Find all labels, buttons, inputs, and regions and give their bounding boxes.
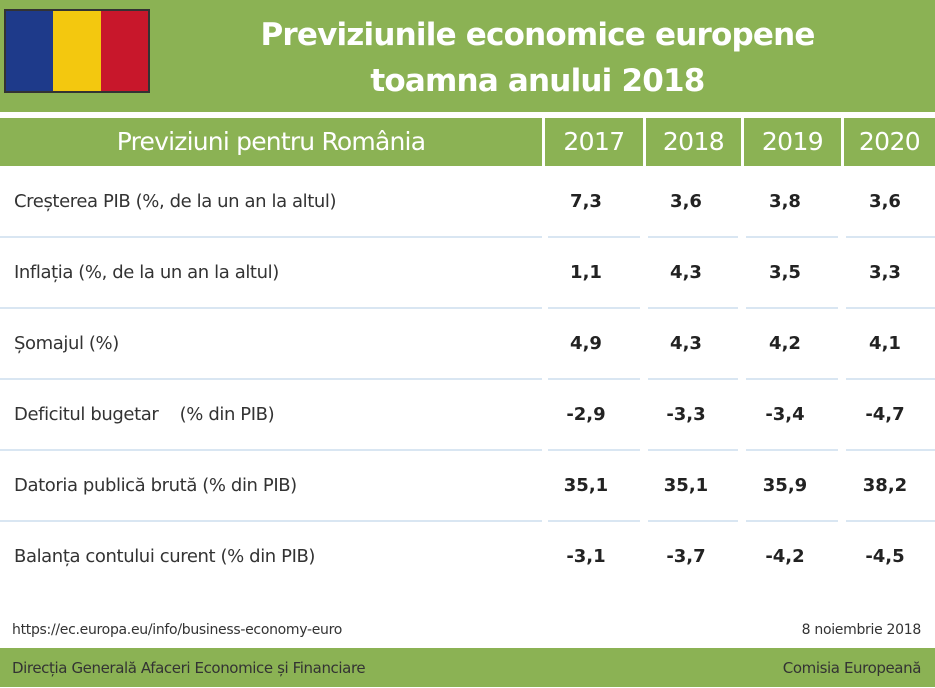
value-2020: -4,7 xyxy=(865,404,905,425)
value-2017: -3,1 xyxy=(566,546,606,567)
value-2019: 4,2 xyxy=(769,333,801,354)
row-divider xyxy=(746,378,838,380)
row-divider xyxy=(548,236,640,238)
value-2019: -4,2 xyxy=(765,546,805,567)
table-row: Șomajul (%) 4,9 4,3 4,2 4,1 xyxy=(0,308,935,380)
value-2018: 4,3 xyxy=(670,333,702,354)
row-divider xyxy=(548,449,640,451)
value-2017: -2,9 xyxy=(566,404,606,425)
value-2020: -4,5 xyxy=(865,546,905,567)
row-divider xyxy=(648,307,738,309)
row-divider xyxy=(648,236,738,238)
publication-date: 8 noiembrie 2018 xyxy=(801,622,922,638)
row-divider xyxy=(648,449,738,451)
year-header-2019: 2019 xyxy=(761,127,824,156)
value-2017: 4,9 xyxy=(570,333,602,354)
row-divider xyxy=(0,520,542,522)
value-2019: 35,9 xyxy=(762,475,808,496)
department-name: Direcția Generală Afaceri Economice și F… xyxy=(12,659,366,677)
value-2020: 38,2 xyxy=(862,475,908,496)
row-label: Deficitul bugetar (% din PIB) xyxy=(14,404,275,425)
row-divider xyxy=(846,236,935,238)
row-divider xyxy=(648,520,738,522)
row-divider xyxy=(548,378,640,380)
table-row: Deficitul bugetar (% din PIB) -2,9 -3,3 … xyxy=(0,379,935,451)
value-2018: 3,6 xyxy=(670,191,702,212)
value-2018: 4,3 xyxy=(670,262,702,283)
flag-yellow-stripe xyxy=(53,11,101,91)
value-2018: -3,3 xyxy=(666,404,706,425)
row-divider xyxy=(846,378,935,380)
row-divider xyxy=(846,520,935,522)
table-heading: Previziuni pentru România xyxy=(116,127,426,156)
year-header-2020: 2020 xyxy=(858,127,921,156)
value-2018: 35,1 xyxy=(663,475,709,496)
row-divider xyxy=(548,307,640,309)
row-divider xyxy=(0,449,542,451)
source-url[interactable]: https://ec.europa.eu/info/business-econo… xyxy=(12,622,343,638)
romania-flag-icon xyxy=(4,9,150,93)
column-divider xyxy=(542,118,545,166)
column-divider xyxy=(643,118,646,166)
row-divider xyxy=(0,378,542,380)
flag-red-stripe xyxy=(100,11,148,91)
row-label: Șomajul (%) xyxy=(14,333,119,354)
value-2017: 1,1 xyxy=(570,262,602,283)
table-row: Datoria publică brută (% din PIB) 35,1 3… xyxy=(0,450,935,522)
row-divider xyxy=(0,236,542,238)
row-label: Balanța contului curent (% din PIB) xyxy=(14,546,316,567)
row-divider xyxy=(746,449,838,451)
table-row: Inflația (%, de la un an la altul) 1,1 4… xyxy=(0,237,935,309)
value-2020: 3,6 xyxy=(869,191,901,212)
column-divider xyxy=(841,118,844,166)
row-divider xyxy=(846,307,935,309)
footer-bar: Direcția Generală Afaceri Economice și F… xyxy=(0,648,935,687)
year-header-2017: 2017 xyxy=(563,127,625,156)
value-2019: 3,5 xyxy=(769,262,801,283)
value-2020: 3,3 xyxy=(869,262,901,283)
value-2018: -3,7 xyxy=(666,546,706,567)
row-divider xyxy=(746,520,838,522)
title-line-2: toamna anului 2018 xyxy=(370,63,705,99)
column-divider xyxy=(741,118,744,166)
table-row: Balanța contului curent (% din PIB) -3,1… xyxy=(0,521,935,592)
flag-blue-stripe xyxy=(6,11,54,91)
value-2020: 4,1 xyxy=(869,333,901,354)
value-2017: 35,1 xyxy=(563,475,609,496)
row-divider xyxy=(746,236,838,238)
title-line-1: Previziunile economice europene xyxy=(260,17,815,53)
table-row: Creșterea PIB (%, de la un an la altul) … xyxy=(0,166,935,238)
row-divider xyxy=(746,307,838,309)
header-banner: Previziunile economice europene toamna a… xyxy=(0,0,935,112)
row-divider xyxy=(0,307,542,309)
year-header-2018: 2018 xyxy=(662,127,725,156)
page-title: Previziunile economice europene toamna a… xyxy=(200,12,875,104)
value-2017: 7,3 xyxy=(570,191,602,212)
organization-name: Comisia Europeană xyxy=(782,659,922,677)
row-label: Inflația (%, de la un an la altul) xyxy=(14,262,279,283)
table-header-row: Previziuni pentru România 2017 2018 2019… xyxy=(0,118,935,166)
row-label: Creșterea PIB (%, de la un an la altul) xyxy=(14,191,337,212)
value-2019: 3,8 xyxy=(769,191,801,212)
row-divider xyxy=(548,520,640,522)
row-label: Datoria publică brută (% din PIB) xyxy=(14,475,297,496)
value-2019: -3,4 xyxy=(765,404,805,425)
row-divider xyxy=(846,449,935,451)
row-divider xyxy=(648,378,738,380)
